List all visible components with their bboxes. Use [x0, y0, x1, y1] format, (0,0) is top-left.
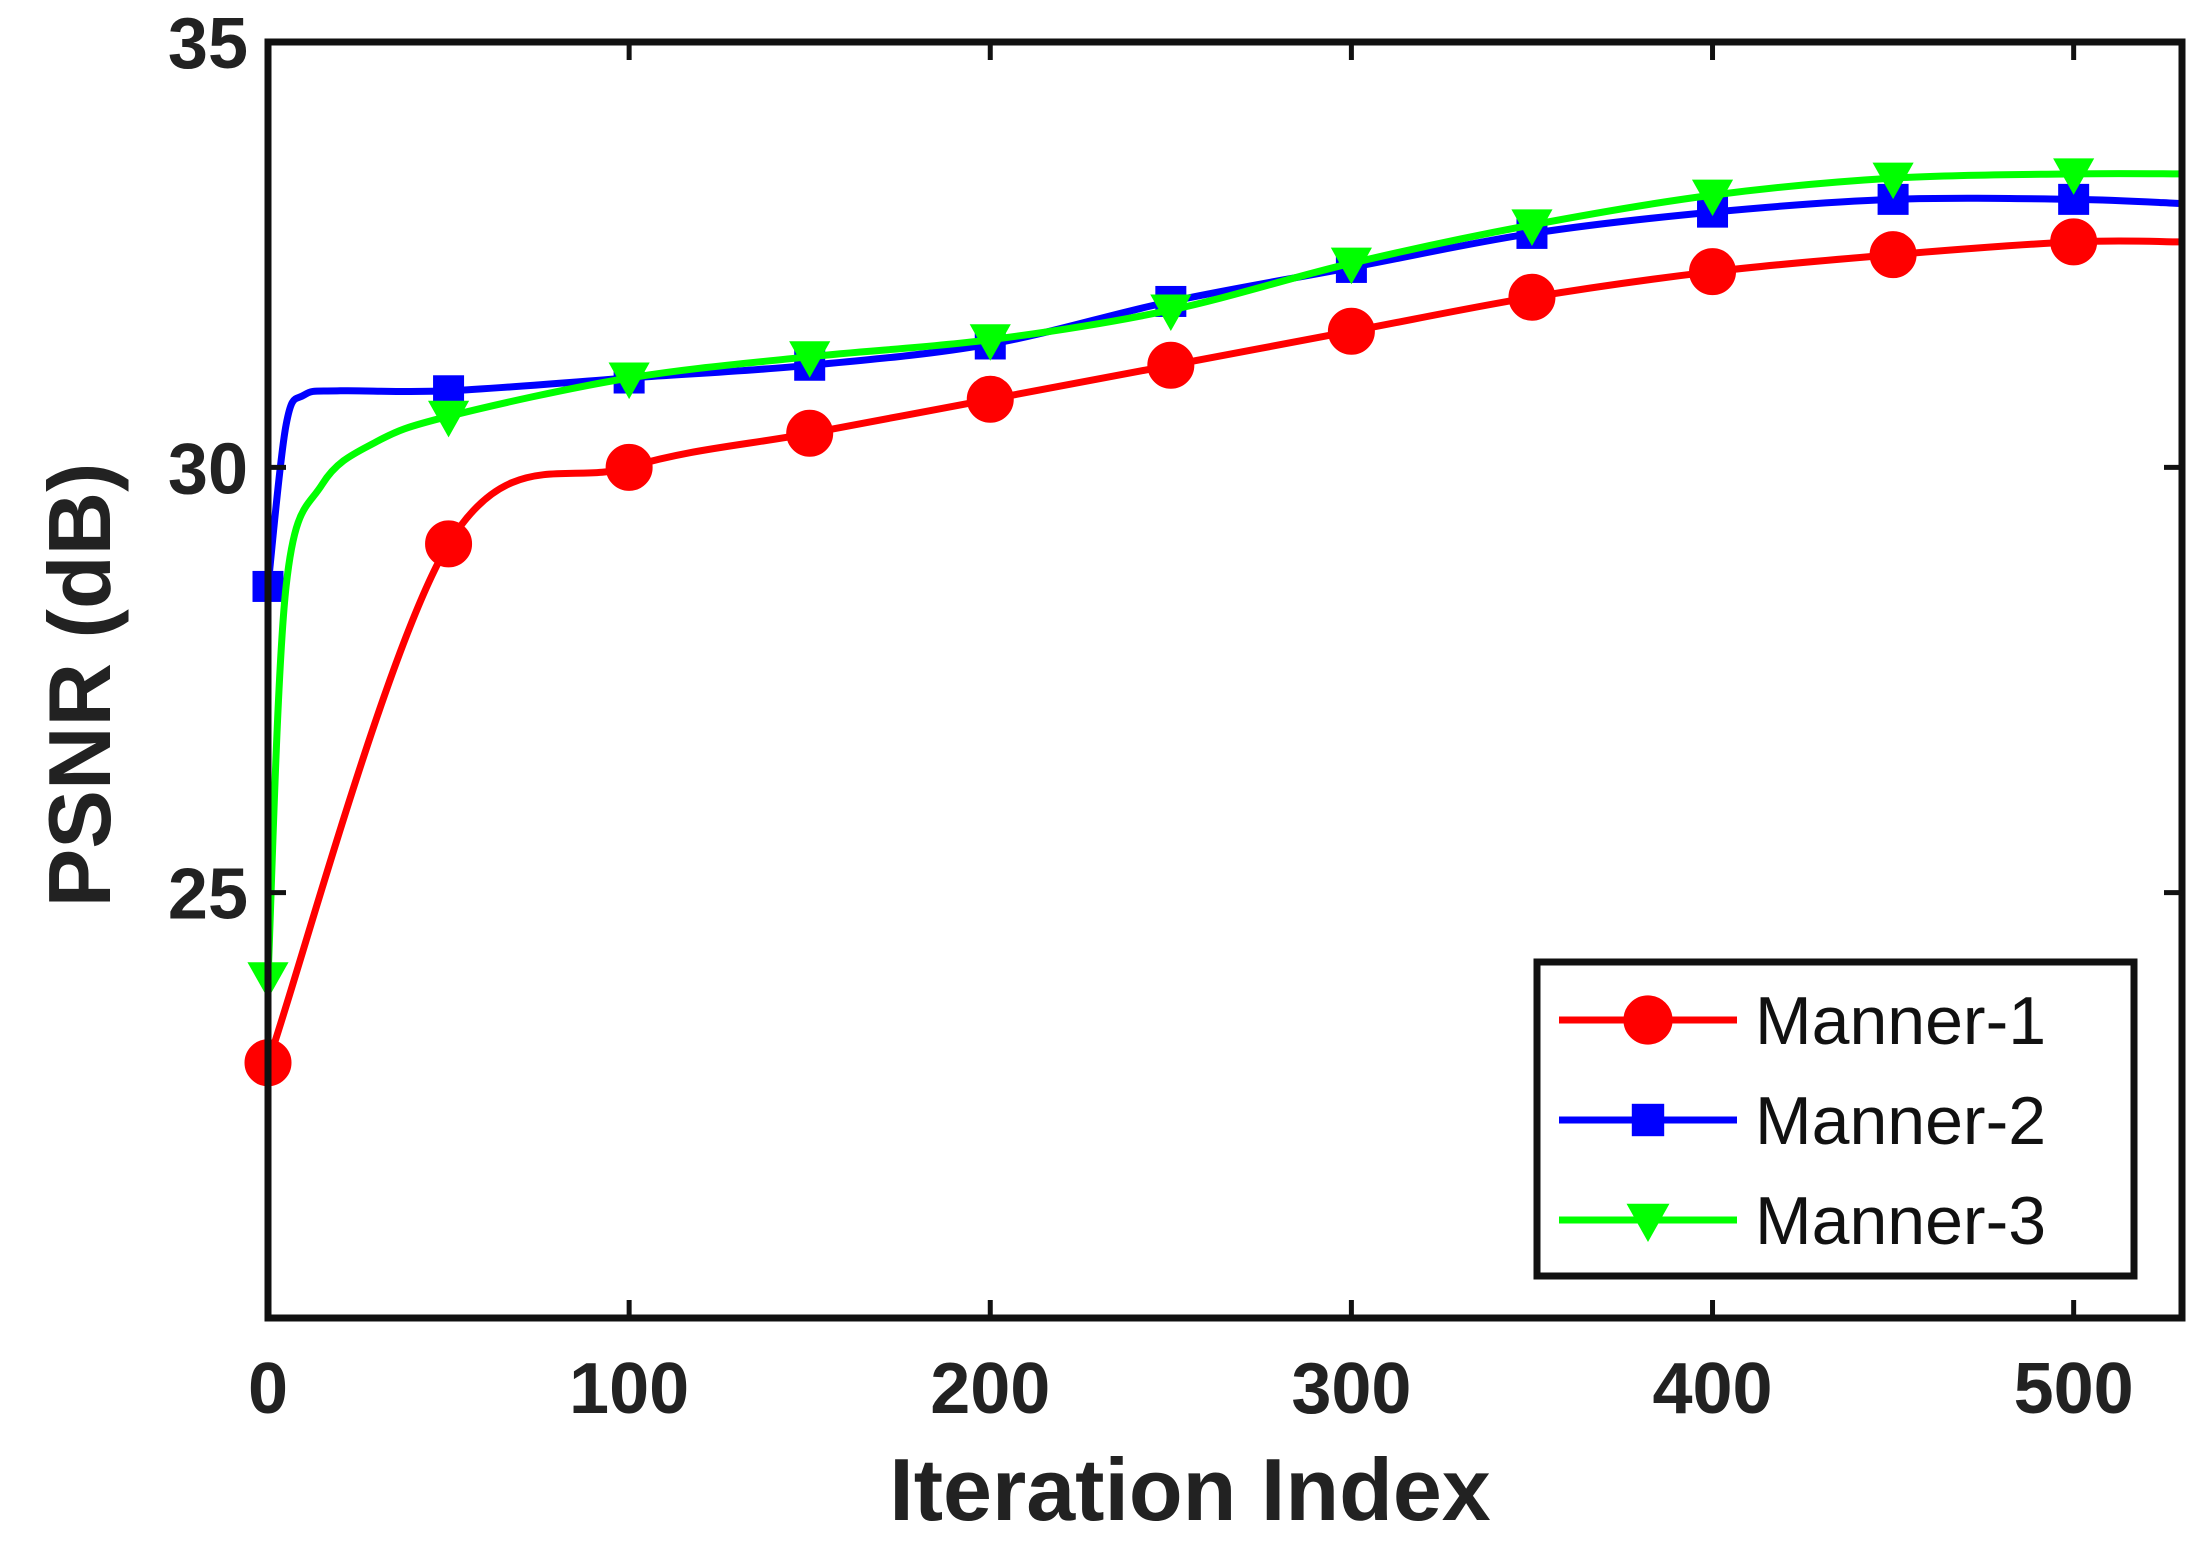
series-1 [244, 218, 2183, 1087]
legend-label-2: Manner-2 [1755, 1083, 2046, 1159]
series-3-point-2 [428, 400, 470, 438]
series-2-point-2 [433, 375, 465, 407]
legend-entry-1: Manner-1 [1559, 983, 2046, 1059]
y-tick-label-0: 25 [168, 855, 248, 935]
series-1-point-10 [1869, 231, 1917, 279]
series-1-point-9 [1689, 248, 1737, 296]
y-tick-label-2: 35 [168, 4, 248, 84]
x-tick-label-5: 500 [2014, 1349, 2134, 1429]
series-3-point-7 [1330, 247, 1372, 285]
series-3-point-6 [1150, 294, 1192, 332]
x-tick-label-1: 100 [569, 1349, 689, 1429]
series-1-point-3 [605, 443, 653, 491]
legend-marker-3 [1626, 1203, 1670, 1242]
series-3-point-9 [1691, 179, 1734, 217]
legend-marker-2 [1631, 1103, 1665, 1137]
legend-label-1: Manner-1 [1755, 983, 2046, 1059]
legend-entry-3: Manner-3 [1559, 1183, 2046, 1259]
x-tick-label-4: 400 [1652, 1349, 1772, 1429]
x-tick-label-3: 300 [1291, 1349, 1411, 1429]
legend-label-3: Manner-3 [1755, 1183, 2046, 1259]
x-axis-label: Iteration Index [889, 1440, 1490, 1539]
legend: Manner-1 Manner-2 Manner-3 [1533, 958, 2138, 1280]
axes-frame [264, 38, 2186, 1322]
legend-marker-1 [1623, 995, 1673, 1045]
series-3-point-10 [1872, 162, 1914, 200]
x-tick-label-2: 200 [930, 1349, 1050, 1429]
y-axis-label: PSNR (dB) [30, 463, 129, 908]
series-3-point-8 [1511, 209, 1553, 246]
x-tick-label-0: 0 [248, 1349, 288, 1429]
y-tick-label-1: 30 [168, 429, 248, 509]
series-3 [247, 158, 2183, 999]
series-3-point-3 [608, 362, 650, 400]
series-3-point-11 [2053, 158, 2095, 195]
series-3-point-4 [789, 341, 831, 378]
series-1-point-5 [966, 375, 1014, 423]
axes-layer: 0 100 200 300 400 500 25 30 35 [168, 4, 2186, 1429]
series-3-point-5 [969, 324, 1011, 361]
legend-entry-2: Manner-2 [1559, 1083, 2046, 1159]
series-1-point-6 [1147, 341, 1195, 389]
series-layer [244, 158, 2183, 1087]
series-1-point-2 [425, 520, 473, 568]
series-1-point-11 [2050, 218, 2098, 266]
series-1-point-7 [1327, 307, 1375, 355]
series-1-point-8 [1508, 273, 1556, 321]
series-1-point-4 [786, 409, 834, 457]
